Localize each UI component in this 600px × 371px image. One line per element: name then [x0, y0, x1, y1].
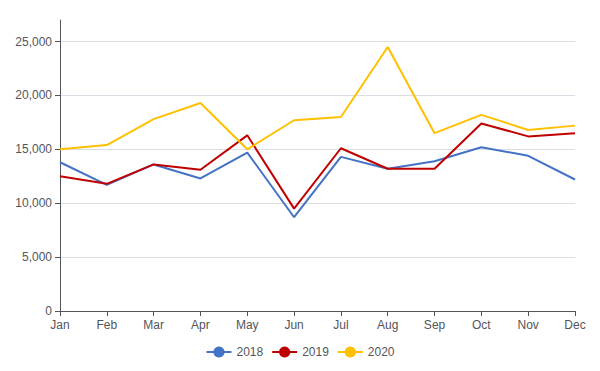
svg-text:Nov: Nov: [518, 318, 539, 332]
svg-text:Jun: Jun: [284, 318, 303, 332]
svg-text:Feb: Feb: [96, 318, 117, 332]
svg-text:5,000: 5,000: [22, 250, 52, 264]
svg-text:2020: 2020: [368, 345, 395, 359]
svg-text:Oct: Oct: [472, 318, 491, 332]
svg-text:25,000: 25,000: [15, 35, 52, 49]
svg-text:May: May: [236, 318, 259, 332]
svg-text:Aug: Aug: [377, 318, 398, 332]
svg-text:0: 0: [45, 304, 52, 318]
svg-text:2018: 2018: [236, 345, 263, 359]
svg-text:10,000: 10,000: [15, 196, 52, 210]
svg-text:Dec: Dec: [564, 318, 585, 332]
svg-text:Jan: Jan: [50, 318, 69, 332]
svg-text:Jul: Jul: [333, 318, 348, 332]
svg-text:2019: 2019: [302, 345, 329, 359]
svg-text:Sep: Sep: [424, 318, 446, 332]
svg-text:Mar: Mar: [143, 318, 164, 332]
svg-text:15,000: 15,000: [15, 142, 52, 156]
svg-text:20,000: 20,000: [15, 88, 52, 102]
svg-text:Apr: Apr: [191, 318, 210, 332]
